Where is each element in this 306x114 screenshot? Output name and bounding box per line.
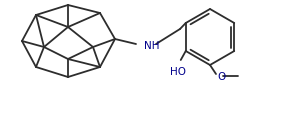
Text: HO: HO [170,66,186,76]
Text: O: O [217,71,225,81]
Text: NH: NH [144,41,159,51]
